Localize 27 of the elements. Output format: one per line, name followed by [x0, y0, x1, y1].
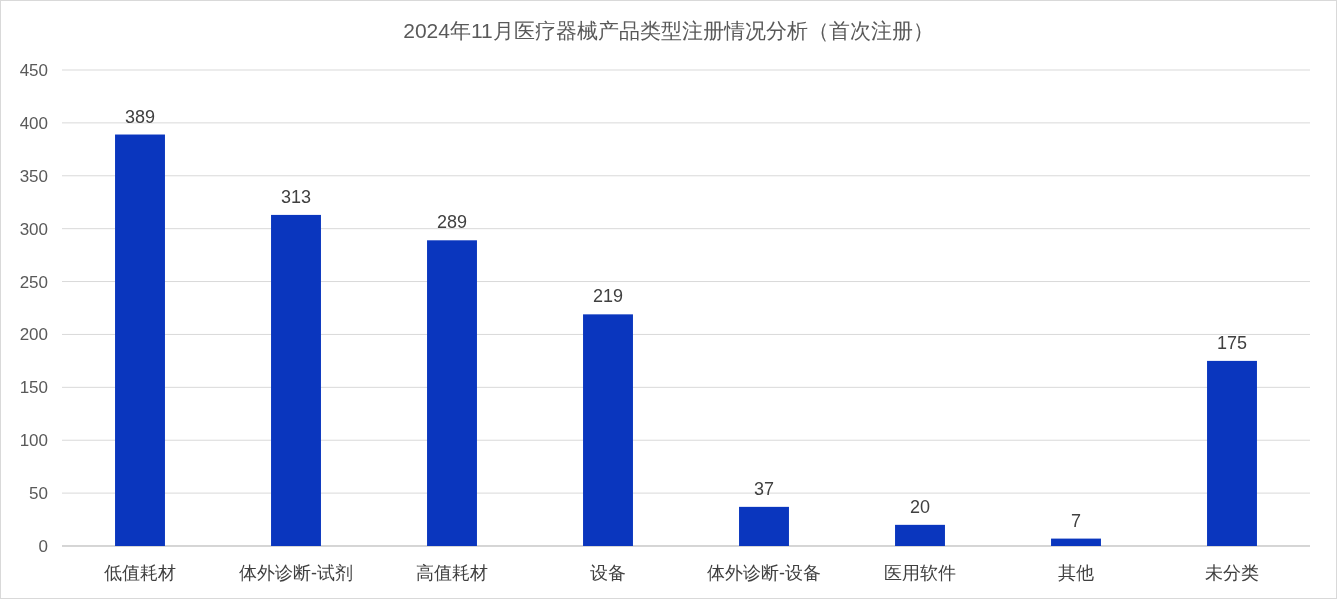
data-label: 313 [281, 186, 311, 207]
ytick: 450 [19, 61, 48, 80]
data-label: 7 [1071, 510, 1081, 531]
xtick: 医用软件 [884, 563, 956, 583]
xtick: 其他 [1058, 563, 1094, 583]
data-label: 219 [593, 286, 623, 307]
xtick: 体外诊断-设备 [707, 563, 821, 583]
ytick: 150 [19, 378, 48, 398]
data-label: 389 [125, 106, 155, 127]
xtick: 体外诊断-试剂 [239, 563, 353, 583]
ytick: 50 [29, 484, 48, 504]
ytick: 250 [19, 272, 48, 292]
xtick: 低值耗材 [104, 563, 176, 583]
ytick: 350 [19, 166, 48, 186]
xtick: 高值耗材 [416, 563, 488, 583]
ytick: 100 [19, 431, 48, 451]
data-label: 37 [754, 478, 774, 499]
data-label: 175 [1217, 332, 1247, 353]
ytick: 0 [38, 537, 48, 556]
data-label: 20 [910, 496, 930, 517]
xtick: 未分类 [1205, 563, 1259, 583]
data-label: 289 [437, 212, 467, 233]
ytick: 300 [19, 219, 48, 239]
xtick: 设备 [590, 563, 626, 583]
title: 2024年11月医疗器械产品类型注册情况分析（首次注册） [403, 19, 934, 42]
ytick: 200 [19, 325, 48, 345]
ytick: 400 [19, 113, 48, 133]
